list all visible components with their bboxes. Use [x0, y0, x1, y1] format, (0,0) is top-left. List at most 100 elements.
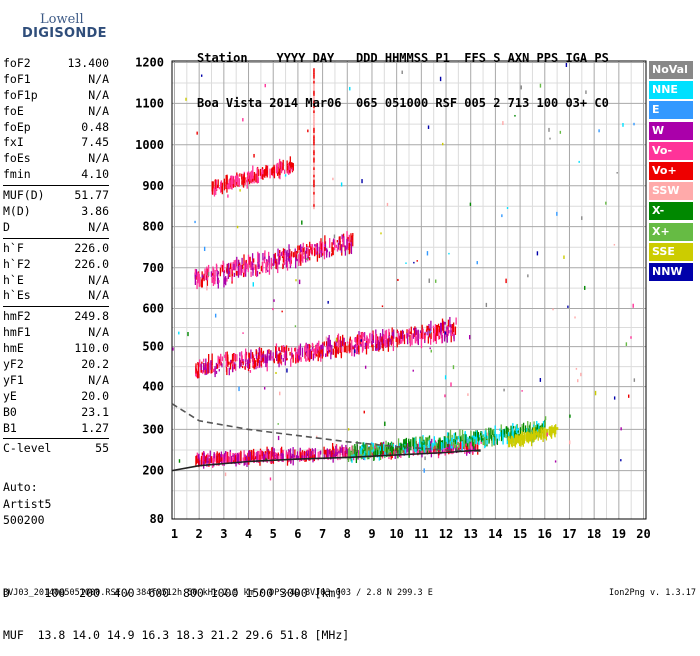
echo-mark — [197, 271, 199, 277]
echo-mark — [357, 339, 360, 346]
echo-mark — [400, 449, 402, 454]
echo-mark — [258, 264, 260, 269]
echo-mark — [229, 180, 231, 186]
echo-mark — [441, 442, 443, 450]
echo-mark — [328, 346, 330, 354]
echo-mark — [257, 251, 259, 263]
echo-mark — [550, 429, 552, 435]
echo-mark — [492, 430, 494, 435]
echo-mark — [349, 348, 351, 353]
echo-mark — [297, 357, 299, 363]
echo-mark — [299, 343, 302, 356]
echo-mark — [256, 167, 258, 179]
echo-mark — [301, 450, 304, 458]
param-row: MUF(D) 51.77 — [3, 188, 109, 204]
noise-mark — [502, 121, 504, 126]
noise-mark — [413, 261, 415, 264]
echo-mark — [283, 253, 285, 258]
echo-mark — [468, 438, 470, 450]
echo-mark — [544, 427, 546, 439]
echo-mark — [295, 352, 298, 363]
echo-mark — [459, 438, 461, 442]
echo-mark — [263, 457, 266, 462]
echo-mark — [206, 266, 208, 276]
echo-mark — [408, 440, 410, 447]
echo-mark — [285, 450, 288, 458]
echo-mark — [255, 350, 258, 360]
x-tick-label: 2 — [196, 527, 203, 541]
echo-mark — [295, 250, 298, 261]
echo-mark — [275, 346, 277, 359]
echo-mark — [538, 433, 540, 437]
noise-mark — [439, 76, 442, 82]
echo-mark — [246, 177, 248, 189]
echo-mark — [520, 436, 522, 441]
echo-mark — [365, 342, 367, 346]
echo-mark — [288, 165, 290, 171]
interference-mark — [313, 80, 315, 84]
echo-mark — [213, 274, 215, 284]
echo-mark — [549, 429, 551, 436]
echo-mark — [285, 350, 287, 359]
echo-mark — [242, 180, 244, 187]
echo-mark — [363, 450, 365, 453]
echo-mark — [515, 424, 518, 433]
noise-mark — [569, 414, 571, 418]
echo-mark — [326, 345, 328, 357]
echo-mark — [214, 368, 216, 378]
echo-mark — [535, 424, 537, 428]
echo-mark — [526, 428, 528, 435]
echo-mark — [286, 260, 289, 271]
echo-mark — [235, 175, 237, 183]
echo-mark — [357, 450, 359, 460]
echo-mark — [213, 453, 215, 464]
echo-mark — [320, 250, 322, 258]
x-tick-label: 13 — [463, 527, 477, 541]
echo-mark — [317, 343, 319, 350]
noise-mark — [332, 177, 334, 181]
echo-mark — [482, 438, 485, 446]
echo-mark — [236, 256, 238, 267]
echo-mark — [299, 252, 301, 263]
echo-mark — [207, 453, 209, 461]
echo-mark — [415, 436, 417, 449]
echo-mark — [227, 357, 229, 367]
echo-mark — [277, 171, 280, 174]
echo-mark — [323, 250, 326, 260]
interference-mark — [313, 105, 315, 109]
param-row: hmE 110.0 — [3, 341, 109, 357]
noise-mark — [363, 410, 365, 414]
noise-mark — [294, 325, 297, 328]
noise-mark — [253, 153, 255, 158]
echo-mark — [252, 450, 254, 462]
echo-mark — [234, 453, 236, 464]
echo-mark — [420, 338, 423, 349]
echo-mark — [348, 448, 350, 455]
echo-mark — [215, 179, 218, 191]
echo-mark — [271, 446, 274, 457]
echo-mark — [475, 440, 477, 451]
param-value: 1.27 — [81, 420, 109, 435]
echo-mark — [438, 437, 440, 442]
echo-mark — [228, 179, 230, 190]
echo-mark — [323, 341, 325, 346]
echo-mark — [444, 436, 446, 449]
echo-mark — [232, 353, 235, 356]
echo-mark — [395, 446, 397, 451]
param-row: B1 1.27 — [3, 421, 109, 437]
echo-mark — [421, 441, 423, 451]
echo-mark — [194, 274, 197, 285]
echo-mark — [392, 335, 394, 344]
echo-mark — [232, 453, 235, 463]
echo-mark — [325, 449, 327, 458]
echo-mark — [216, 273, 219, 284]
echo-mark — [311, 244, 314, 251]
echo-mark — [262, 451, 265, 463]
noise-mark — [435, 279, 437, 283]
echo-mark — [410, 326, 412, 335]
echo-mark — [238, 267, 241, 276]
echo-mark — [233, 272, 236, 277]
echo-mark — [386, 447, 388, 458]
echo-mark — [213, 187, 216, 197]
echo-mark — [419, 438, 421, 447]
